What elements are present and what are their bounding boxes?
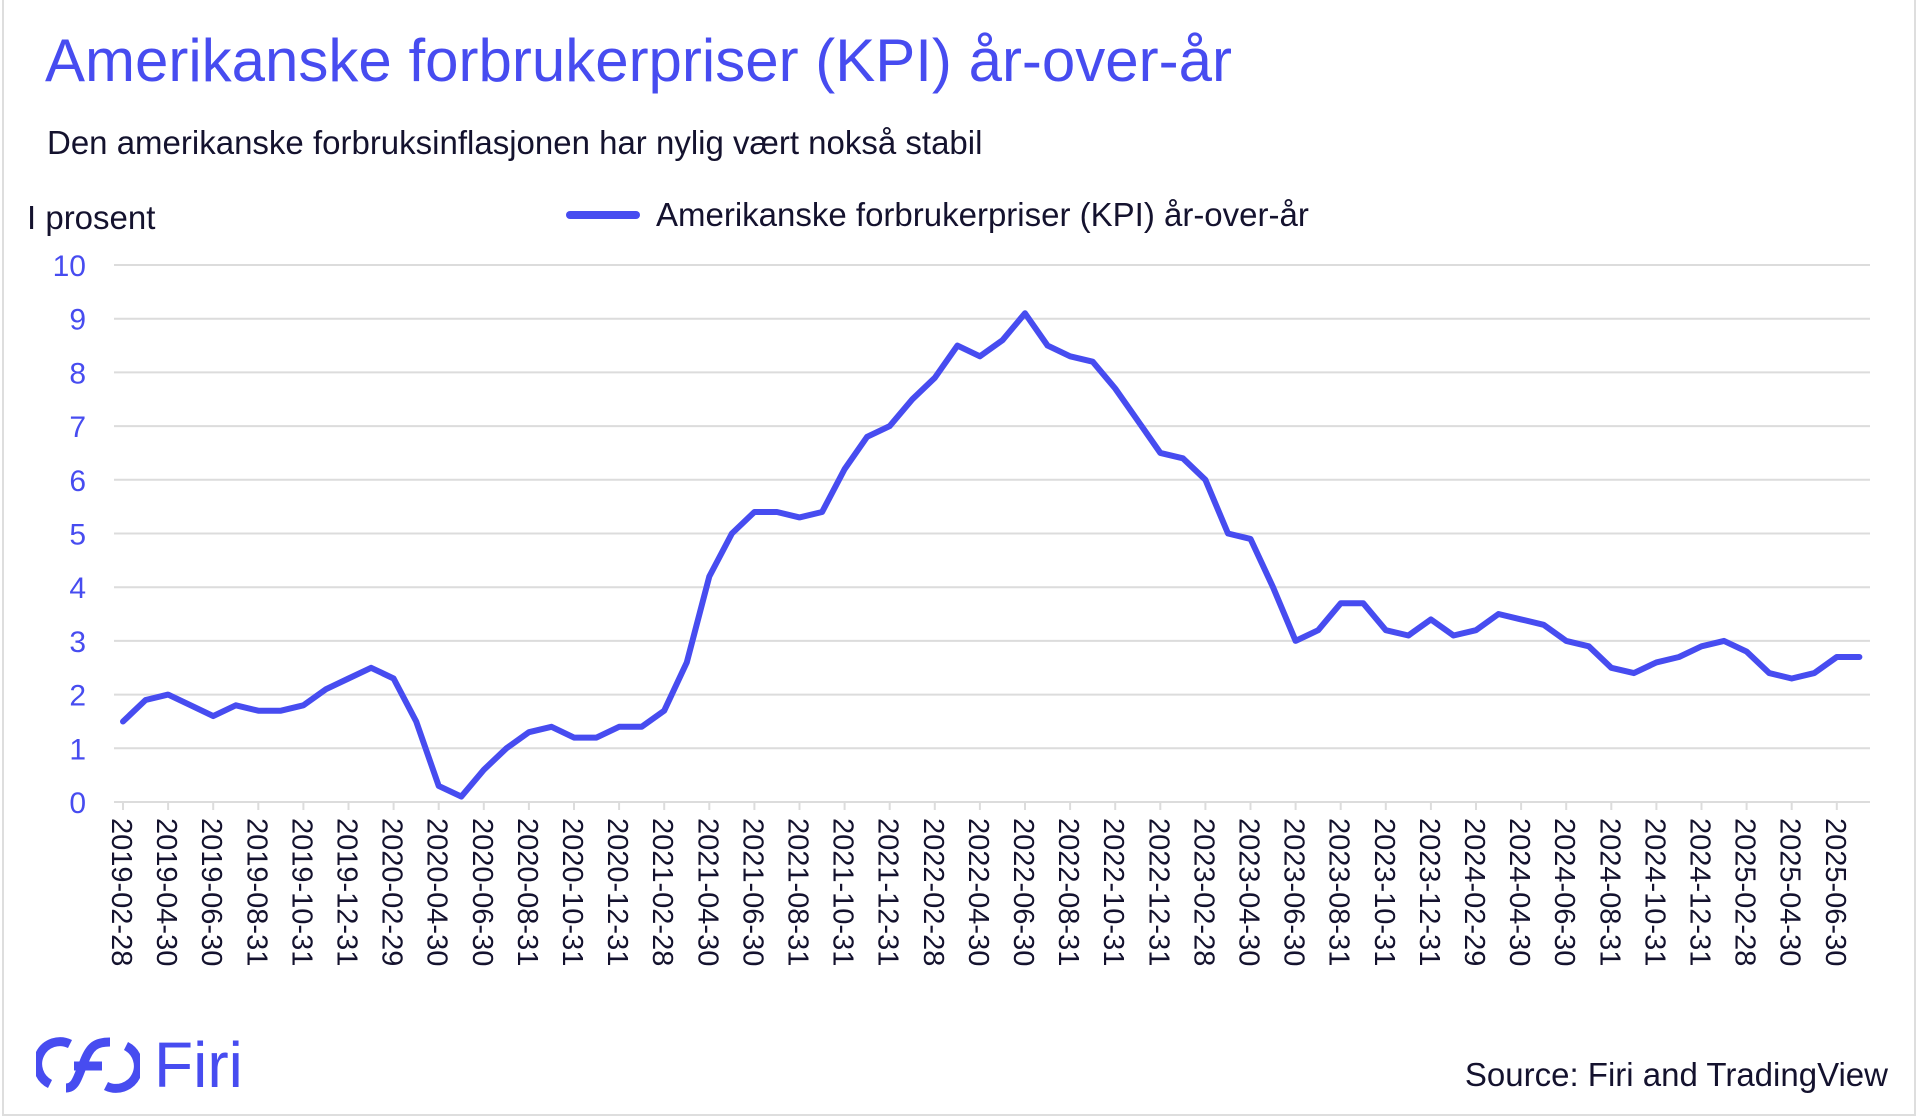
x-tick-label: 2021-12-31 — [872, 818, 904, 966]
x-tick-label: 2022-12-31 — [1142, 818, 1174, 966]
legend: Amerikanske forbrukerpriser (KPI) år-ove… — [566, 196, 1309, 234]
x-tick-label: 2024-10-31 — [1638, 818, 1670, 966]
y-tick-label: 10 — [53, 250, 86, 283]
y-tick-label: 0 — [69, 787, 86, 820]
x-tick-label: 2020-10-31 — [556, 818, 588, 966]
x-tick-label: 2024-02-29 — [1458, 818, 1490, 966]
x-tick-label: 2024-08-31 — [1593, 818, 1625, 966]
x-tick-label: 2021-06-30 — [736, 818, 768, 966]
x-tick-label: 2023-12-31 — [1413, 818, 1445, 966]
x-tick-label: 2024-06-30 — [1548, 818, 1580, 966]
firi-logo-text: Firi — [154, 1029, 243, 1101]
y-tick-label: 3 — [69, 626, 86, 659]
y-tick-label: 5 — [69, 519, 86, 552]
x-tick-label: 2021-04-30 — [691, 818, 723, 966]
y-tick-label: 6 — [69, 465, 86, 498]
x-tick-label: 2019-12-31 — [331, 818, 363, 966]
chart-title: Amerikanske forbrukerpriser (KPI) år-ove… — [45, 27, 1232, 94]
x-tick-label: 2023-06-30 — [1278, 818, 1310, 966]
x-tick-label: 2019-10-31 — [285, 818, 317, 966]
x-tick-label: 2023-08-31 — [1323, 818, 1355, 966]
x-tick-label: 2020-04-30 — [421, 818, 453, 966]
x-tick-label: 2021-10-31 — [827, 818, 859, 966]
x-tick-label: 2021-08-31 — [782, 818, 814, 966]
x-tick-label: 2023-10-31 — [1368, 818, 1400, 966]
x-tick-label: 2023-02-28 — [1187, 818, 1219, 966]
x-tick-label: 2024-12-31 — [1684, 818, 1716, 966]
x-tick-label: 2019-08-31 — [240, 818, 272, 966]
x-tick-label: 2022-10-31 — [1097, 818, 1129, 966]
y-tick-label: 7 — [69, 411, 86, 444]
x-tick-label: 2019-06-30 — [195, 818, 227, 966]
x-tick-label: 2022-02-28 — [917, 818, 949, 966]
y-axis-label: I prosent — [27, 199, 156, 236]
legend-swatch — [566, 211, 640, 219]
y-tick-label: 1 — [69, 733, 86, 766]
x-tick-label: 2025-02-28 — [1729, 818, 1761, 966]
x-tick-label: 2020-06-30 — [466, 818, 498, 966]
x-tick-label: 2019-04-30 — [150, 818, 182, 966]
y-tick-label: 2 — [69, 680, 86, 713]
x-tick-label: 2022-04-30 — [962, 818, 994, 966]
x-tick-label: 2022-06-30 — [1007, 818, 1039, 966]
x-tick-label: 2024-04-30 — [1503, 818, 1535, 966]
x-tick-label: 2022-08-31 — [1052, 818, 1084, 966]
x-tick-label: 2025-04-30 — [1774, 818, 1806, 966]
x-tick-label: 2025-06-30 — [1819, 818, 1851, 966]
firi-logo-icon — [36, 1037, 140, 1093]
source-note: Source: Firi and TradingView — [1464, 1056, 1888, 1093]
series-line — [120, 310, 1863, 800]
x-tick-label: 2020-08-31 — [511, 818, 543, 966]
y-tick-label: 8 — [69, 357, 86, 390]
x-tick-label: 2023-04-30 — [1233, 818, 1265, 966]
x-tick-label: 2021-02-28 — [646, 818, 678, 966]
legend-label: Amerikanske forbrukerpriser (KPI) år-ove… — [656, 196, 1309, 233]
firi-logo: Firi — [36, 1028, 243, 1102]
x-tick-label: 2020-02-29 — [376, 818, 408, 966]
y-tick-label: 9 — [69, 304, 86, 337]
y-tick-label: 4 — [69, 572, 86, 605]
chart-subtitle: Den amerikanske forbruksinflasjonen har … — [47, 124, 983, 161]
x-tick-label: 2020-12-31 — [601, 818, 633, 966]
x-tick-label: 2019-02-28 — [105, 818, 137, 966]
